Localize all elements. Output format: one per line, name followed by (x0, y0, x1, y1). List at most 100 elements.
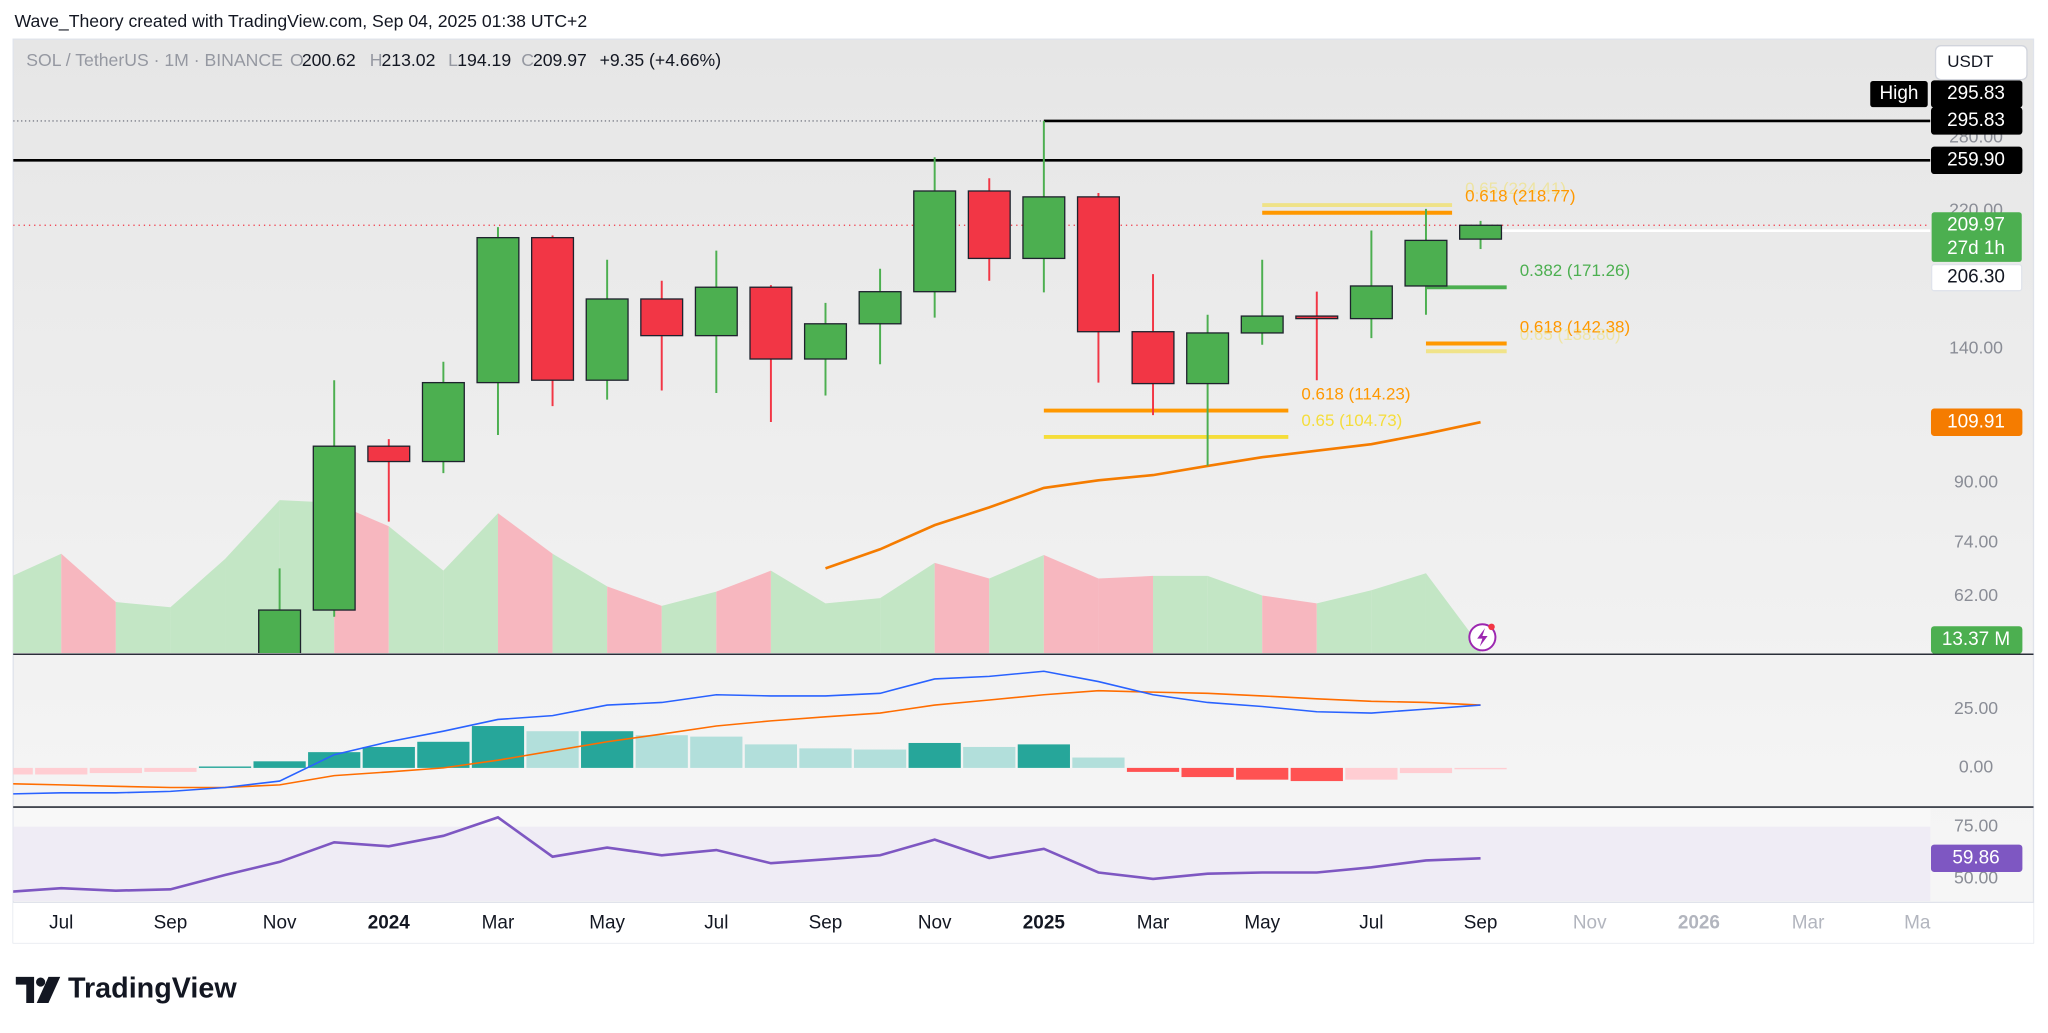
macd-histogram-bar (417, 741, 470, 768)
high-price-label: 295.83 (1947, 83, 2005, 104)
fib-label: 0.65 (138.80) (1520, 325, 1621, 344)
alert-icon[interactable] (1468, 623, 1497, 652)
rsi-line (13, 815, 1481, 893)
volume-area (1316, 590, 1372, 653)
candle-body (749, 286, 793, 360)
candle-body (1295, 315, 1339, 320)
x-tick-label: Sep (154, 912, 188, 933)
volume-area (443, 513, 498, 653)
rsi-band (13, 826, 1931, 902)
y-tick-label: 90.00 (1954, 472, 1998, 492)
ohlc-change: +9.35 (+4.66%) (600, 50, 721, 70)
fib-label: 0.65 (104.73) (1301, 411, 1402, 430)
y-tick-label: 0.00 (1959, 757, 1994, 777)
macd-histogram-bar (1126, 767, 1180, 772)
rsi-label-bg (1930, 844, 2023, 873)
currency-label[interactable]: USDT (1947, 52, 1993, 71)
volume-area (497, 513, 553, 653)
candle-body (1459, 224, 1503, 240)
macd-histogram-bar (35, 767, 88, 775)
macd-histogram-bar (144, 767, 197, 772)
macd-line (13, 670, 1481, 795)
macd-histogram-bar (1017, 744, 1070, 768)
candle-body (312, 445, 356, 611)
candle-body (367, 445, 411, 463)
currency-button-bg[interactable] (1934, 45, 2028, 81)
high-price-label: 295.83 (1947, 110, 2005, 131)
macd-histogram-bar (89, 767, 142, 774)
fib-label: 0.65 (224.41) (1465, 179, 1566, 198)
fib-label: 0.618 (114.23) (1301, 384, 1410, 403)
macd-histogram-bar (1345, 767, 1398, 780)
volume-area (61, 553, 116, 653)
x-tick-label: May (1244, 912, 1280, 933)
macd-histogram-bar (1181, 767, 1234, 778)
candle-body (1131, 331, 1175, 385)
high-price-label-bg (1930, 107, 2023, 135)
y-tick-label: 74.00 (1954, 531, 1998, 551)
current-price-label: 209.97 (1947, 214, 2005, 235)
macd-histogram-bar (1072, 757, 1125, 768)
volume-area (661, 591, 717, 653)
countdown-label: 27d 1h (1947, 238, 2005, 259)
y-tick-label: 62.00 (1954, 585, 1998, 605)
ohlc-prefix: O (290, 50, 304, 70)
volume-area (607, 586, 662, 653)
volume-label: 13.37 M (1942, 629, 2010, 650)
x-tick-label: Sep (1464, 912, 1498, 933)
ohlc-value: 194.19 (457, 50, 511, 70)
level-price-label-bg (1930, 263, 2023, 292)
volume-area (1098, 575, 1154, 653)
macd-histogram-bar (526, 731, 579, 768)
x-tick-label: Jul (1359, 912, 1383, 933)
x-tick-label: 2025 (1023, 912, 1065, 933)
macd-histogram-bar (690, 736, 743, 768)
volume-label-bg (1930, 626, 2023, 654)
fib-label: 0.382 (171.26) (1520, 261, 1630, 280)
volume-area (1043, 554, 1099, 653)
brand-logo: TradingView (15, 972, 237, 1004)
macd-histogram-bar (253, 761, 306, 768)
logo-mark (36, 976, 61, 1003)
macd-histogram-bar (308, 752, 361, 768)
volume-area (880, 562, 935, 653)
volume-area (1207, 575, 1263, 653)
volume-area (934, 562, 990, 653)
alert-icon-bolt (1477, 628, 1488, 647)
candle-body (1240, 315, 1284, 334)
candle-body (1186, 332, 1230, 385)
macd-histogram-bar (13, 767, 33, 775)
candle-body (1349, 285, 1393, 320)
candle-body (967, 190, 1011, 260)
ma-price-label: 109.91 (1947, 411, 2005, 432)
volume-area (989, 554, 1044, 653)
candle-body (1076, 196, 1120, 333)
currency-button[interactable]: USDT (1934, 45, 2028, 81)
candle-body (1404, 239, 1448, 287)
candle-body (258, 609, 302, 653)
brand-name: TradingView (68, 972, 237, 1004)
fib-label: 0.618 (218.77) (1465, 187, 1575, 206)
symbol: SOL / TetherUS · 1M · BINANCE (26, 50, 283, 70)
candle-body (694, 286, 738, 337)
x-tick-label: Ma (1904, 912, 1931, 933)
candle-body (803, 323, 848, 360)
volume-area (13, 553, 62, 653)
macd-histogram-bar (581, 731, 634, 768)
signal-line (13, 689, 1481, 789)
macd-histogram-bar (471, 726, 525, 768)
ohlc-prefix: L (448, 50, 458, 70)
x-tick-label: May (589, 912, 625, 933)
candle-body (913, 190, 957, 293)
candle-body (640, 298, 684, 337)
current-price-bg (1931, 212, 2022, 262)
ohlc-value: 200.62 (302, 50, 356, 70)
x-tick-label: Jul (704, 912, 728, 933)
rsi-pane (13, 815, 1481, 893)
ma-price-label-bg (1930, 408, 2023, 436)
level-price-label: 259.90 (1947, 149, 2005, 170)
x-tick-label: Mar (1137, 912, 1170, 933)
candle-body (421, 381, 465, 463)
